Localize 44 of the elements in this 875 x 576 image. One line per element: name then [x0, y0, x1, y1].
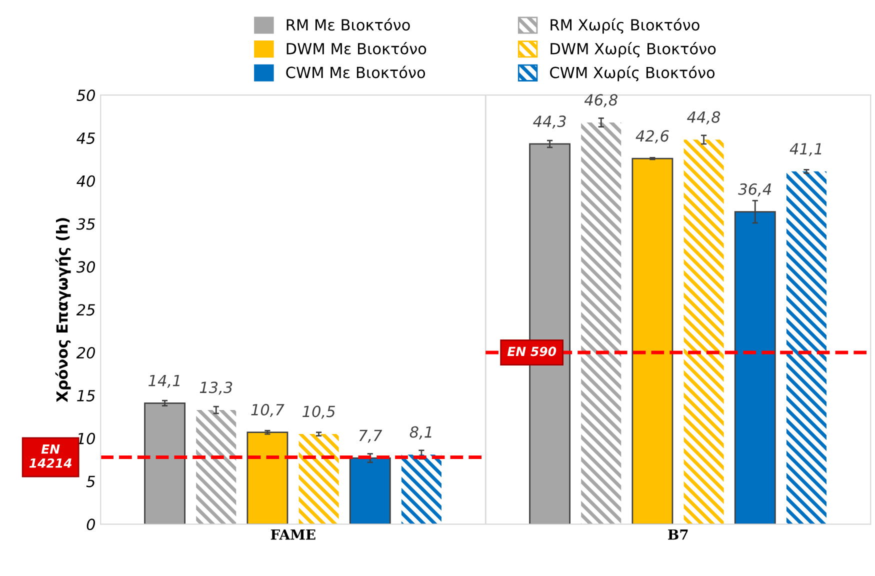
- y-tick-label: 15: [77, 390, 95, 402]
- bar: [786, 171, 826, 524]
- bar: [401, 454, 442, 524]
- y-tick-label: 45: [76, 132, 95, 144]
- legend-label: CWM Χωρίς Βιοκτόνο: [550, 66, 715, 82]
- data-label: 36,4: [738, 183, 772, 196]
- y-tick-label: 30: [76, 261, 95, 273]
- y-tick-label: 5: [86, 476, 95, 488]
- ref-line-label: EN 590: [507, 346, 556, 356]
- y-tick-label: 0: [86, 518, 95, 530]
- data-label: 8,1: [410, 426, 432, 440]
- x-tick-label: B7: [668, 529, 688, 540]
- data-label: 42,6: [636, 130, 669, 144]
- data-label: 14,1: [148, 374, 180, 388]
- legend-label: RM Με Βιοκτόνο: [286, 18, 410, 31]
- bar: [298, 434, 339, 524]
- y-axis-title: Χρόνος Επαγωγής (h): [55, 218, 71, 402]
- bar: [349, 457, 391, 524]
- y-tick-label: 35: [76, 218, 95, 230]
- ref-line-label: EN 14214: [29, 444, 72, 468]
- y-tick-label: 50: [76, 90, 95, 102]
- y-tick-label: 20: [76, 346, 95, 359]
- bar: [684, 140, 724, 524]
- legend-label: DWM Με Βιοκτόνο: [286, 42, 426, 54]
- data-label: 44,8: [687, 111, 720, 124]
- data-label: 46,8: [584, 94, 618, 108]
- x-tick-label: FAME: [270, 529, 316, 540]
- data-label: 7,7: [359, 430, 382, 443]
- bar: [632, 158, 674, 524]
- legend-label: RM Χωρίς Βιοκτόνο: [550, 18, 700, 34]
- legend-label: DWM Χωρίς Βιοκτόνο: [550, 42, 716, 58]
- data-label: 13,3: [200, 382, 232, 395]
- bar: [196, 410, 236, 524]
- bar: [581, 122, 622, 524]
- data-label: 10,5: [302, 406, 335, 419]
- data-label: 44,3: [533, 116, 566, 129]
- data-label: 10,7: [251, 404, 284, 418]
- legend-label: CWM Με Βιοκτόνο: [286, 66, 426, 78]
- bar: [246, 432, 288, 524]
- y-tick-label: 10: [77, 432, 95, 444]
- data-label: 41,1: [790, 143, 822, 156]
- bar: [144, 402, 186, 524]
- y-tick-label: 25: [76, 304, 95, 316]
- y-tick-label: 40: [76, 175, 95, 187]
